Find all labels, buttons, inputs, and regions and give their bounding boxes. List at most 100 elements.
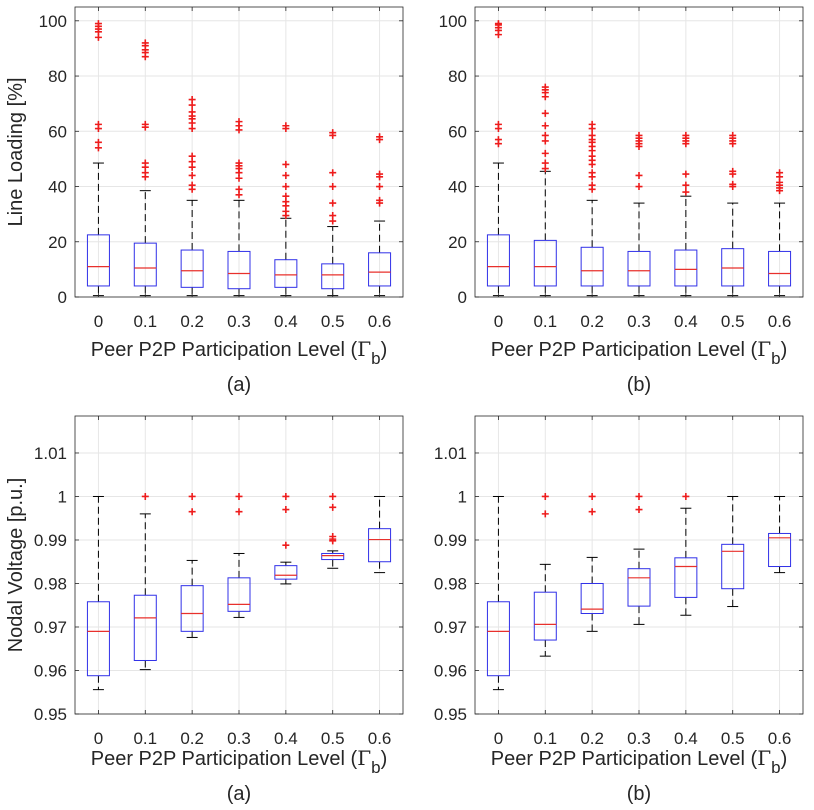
outlier-marker xyxy=(188,492,196,500)
outlier-marker xyxy=(376,196,384,204)
outlier-marker xyxy=(588,120,596,128)
box-0.4 xyxy=(274,492,298,585)
chart-line-loading-a: 0 20 40 60 80 100 0 0.1 0.2 0.3 0.4 0.5 0.6 Peer P2P … xyxy=(5,6,404,396)
iqr-box xyxy=(321,263,345,290)
iqr-box xyxy=(133,594,157,661)
y-tick-label: 0.98 xyxy=(434,574,467,593)
box-0.6 xyxy=(368,133,392,297)
outlier-marker xyxy=(541,122,549,130)
outlier-marker xyxy=(635,492,643,500)
outlier-marker xyxy=(141,39,149,47)
outlier-marker xyxy=(329,199,337,207)
outlier-marker xyxy=(682,181,690,189)
outlier-marker xyxy=(235,159,243,167)
x-tick-label: 0.1 xyxy=(533,312,557,331)
panel-caption: (a) xyxy=(227,374,251,396)
outlier-marker xyxy=(635,506,643,514)
box-0.6 xyxy=(368,495,392,574)
x-tick-label: 0.2 xyxy=(580,312,604,331)
y-tick-label: 20 xyxy=(448,233,467,252)
outlier-marker xyxy=(376,183,384,191)
box-0.4 xyxy=(674,492,698,616)
outlier-marker xyxy=(541,159,549,167)
box-0.3 xyxy=(227,118,251,297)
x-tick-label: 0.3 xyxy=(627,312,651,331)
iqr-box xyxy=(533,591,557,641)
y-tick-label: 0 xyxy=(58,288,67,307)
iqr-box xyxy=(486,234,510,287)
outlier-marker xyxy=(635,131,643,139)
iqr-box xyxy=(674,249,698,287)
box-0 xyxy=(86,20,110,297)
x-tick-label: 0.4 xyxy=(274,729,298,748)
outlier-marker xyxy=(329,183,337,191)
box-0.3 xyxy=(227,492,251,618)
x-tick-label: 0 xyxy=(94,312,103,331)
outlier-marker xyxy=(588,508,596,516)
outlier-marker xyxy=(682,492,690,500)
x-tick-label: 0 xyxy=(494,312,503,331)
iqr-box xyxy=(227,250,251,290)
y-tick-label: 0.99 xyxy=(34,531,67,550)
outlier-marker xyxy=(282,122,290,130)
x-axis-label: Peer P2P Participation Level (Γb) xyxy=(491,337,787,368)
outlier-marker xyxy=(188,171,196,179)
box-0.5 xyxy=(321,129,345,297)
outlier-marker xyxy=(682,131,690,139)
outlier-marker xyxy=(494,120,502,128)
y-tick-label: 60 xyxy=(448,122,467,141)
box-0.1 xyxy=(133,39,157,297)
box-0.2 xyxy=(580,492,604,632)
y-tick-label: 1 xyxy=(458,487,467,506)
x-tick-label: 0.3 xyxy=(227,312,251,331)
x-tick-label: 0.2 xyxy=(180,312,204,331)
outlier-marker xyxy=(141,492,149,500)
x-tick-label: 0.6 xyxy=(768,312,792,331)
outlier-marker xyxy=(94,138,102,146)
iqr-box xyxy=(86,601,110,677)
panel-caption: (b) xyxy=(627,374,651,396)
outlier-marker xyxy=(682,188,690,196)
box-0.1 xyxy=(533,492,557,657)
outlier-marker xyxy=(188,108,196,116)
outlier-marker xyxy=(188,508,196,516)
box-0.2 xyxy=(580,120,604,297)
outlier-marker xyxy=(588,492,596,500)
box-0 xyxy=(486,20,510,297)
iqr-box xyxy=(768,532,792,568)
outlier-marker xyxy=(682,170,690,178)
outlier-marker xyxy=(235,118,243,126)
outlier-marker xyxy=(588,181,596,189)
y-tick-label: 1 xyxy=(58,487,67,506)
x-tick-label: 0.5 xyxy=(321,312,345,331)
y-tick-label: 0.98 xyxy=(34,574,67,593)
box-0.1 xyxy=(533,83,557,297)
x-tick-label: 0.2 xyxy=(580,729,604,748)
box-0.3 xyxy=(627,131,651,297)
outlier-marker xyxy=(729,131,737,139)
outlier-marker xyxy=(376,133,384,141)
outlier-marker xyxy=(329,129,337,137)
box-0 xyxy=(486,495,510,691)
outlier-marker xyxy=(188,181,196,189)
x-tick-label: 0.5 xyxy=(721,729,745,748)
iqr-box xyxy=(274,565,298,580)
x-tick-label: 0 xyxy=(494,729,503,748)
outlier-marker xyxy=(588,131,596,139)
box-0.4 xyxy=(274,122,298,297)
y-tick-label: 0.97 xyxy=(434,618,467,637)
chart-nodal-voltage-a: 0.95 0.96 0.97 0.98 0.99 1 1.01 0 0.1 0.2 0.3 0.4 0.… xyxy=(5,415,404,805)
outlier-marker xyxy=(541,109,549,117)
y-tick-label: 100 xyxy=(39,12,67,31)
x-tick-label: 0.5 xyxy=(321,729,345,748)
outlier-marker xyxy=(141,120,149,128)
outlier-marker xyxy=(541,510,549,518)
outlier-marker xyxy=(282,492,290,500)
outlier-marker xyxy=(329,212,337,220)
panel-caption: (a) xyxy=(227,783,251,805)
iqr-box xyxy=(274,259,298,288)
outlier-marker xyxy=(282,171,290,179)
outlier-marker xyxy=(188,96,196,104)
x-tick-label: 0.3 xyxy=(227,729,251,748)
outlier-marker xyxy=(235,185,243,193)
